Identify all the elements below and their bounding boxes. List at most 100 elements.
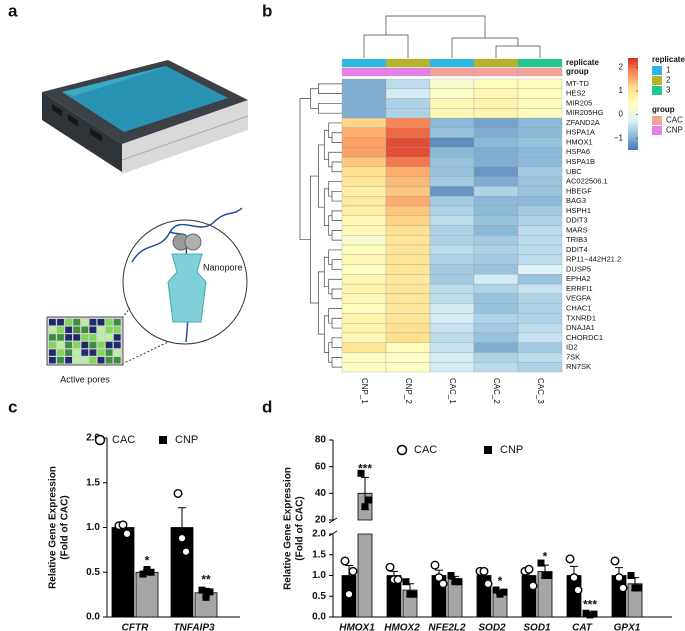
y-tick-label: 2.0 <box>86 433 100 444</box>
y-tick-label: 0.5 <box>312 591 326 602</box>
data-point <box>393 575 403 585</box>
heatmap-cell <box>429 323 475 334</box>
bar <box>537 570 553 618</box>
pore <box>65 319 72 326</box>
row-label: HSPA1B <box>566 157 595 166</box>
heatmap-cell <box>385 147 431 158</box>
heatmap-cell <box>473 108 519 119</box>
y-tick-label: 40 <box>315 488 327 499</box>
legend-label: CAC <box>112 434 135 446</box>
pore <box>97 341 105 349</box>
data-point <box>402 578 410 586</box>
legend-label: CAC <box>666 116 683 125</box>
heatmap-cell <box>341 215 387 226</box>
heatmap-cell <box>385 186 431 197</box>
y-tick-label: 0.0 <box>312 612 326 623</box>
heatmap-cell <box>517 332 563 343</box>
heatmap-cell <box>473 88 519 99</box>
error-bar <box>345 565 353 586</box>
legend-label: CNP <box>666 126 683 135</box>
heatmap-cell <box>385 215 431 226</box>
data-point <box>500 588 508 596</box>
heatmap-cell <box>385 176 431 187</box>
pore <box>113 341 121 349</box>
heatmap-cell <box>517 137 563 148</box>
pore <box>81 326 89 333</box>
heatmap-cell <box>517 283 563 295</box>
annotation-cell <box>473 58 519 68</box>
color-tick-label: 1 <box>619 86 624 95</box>
heatmap-cell <box>473 254 519 265</box>
x-tick-label: CAT <box>572 623 593 631</box>
heatmap-cell <box>385 323 431 334</box>
legend-marker <box>484 446 492 454</box>
heatmap-cell <box>473 196 519 207</box>
heatmap-cell <box>429 215 475 226</box>
x-tick-label: CFTR <box>122 623 149 631</box>
bar <box>194 592 218 618</box>
heatmap-cell <box>473 313 519 324</box>
data-point <box>496 590 504 598</box>
heatmap-cell <box>341 196 387 207</box>
heatmap-cell <box>473 293 519 304</box>
bar <box>627 583 643 618</box>
heatmap-cell <box>429 78 475 89</box>
heatmap-cell <box>385 264 431 275</box>
heatmap-cell <box>385 332 431 343</box>
y-tick-label: 1.5 <box>86 477 100 488</box>
data-point <box>447 572 455 579</box>
pore <box>81 341 89 349</box>
heatmap-cell <box>429 303 475 314</box>
data-point <box>479 566 489 576</box>
annotation-label: replicate <box>566 58 599 67</box>
x-tick-label: HMOX2 <box>384 623 420 631</box>
heatmap-cell <box>517 147 563 158</box>
data-point <box>348 566 358 576</box>
heatmap-cell <box>429 225 475 236</box>
row-label: DDIT3 <box>566 216 588 225</box>
heatmap-cell <box>385 303 431 314</box>
heatmap-cell <box>473 274 519 285</box>
heatmap-cell <box>473 362 519 373</box>
pore <box>65 334 72 341</box>
heatmap-cell <box>429 244 475 255</box>
data-point <box>365 496 373 504</box>
heatmap-cell <box>473 205 519 216</box>
pore <box>105 319 113 326</box>
row-label: ZFAND2A <box>566 118 600 127</box>
heatmap-cell <box>473 342 519 353</box>
heatmap-cell <box>341 98 387 109</box>
pore <box>105 334 113 341</box>
data-point <box>139 570 147 578</box>
pore <box>49 349 56 356</box>
nanopore-zoom: Nanopore <box>121 207 248 365</box>
pore <box>113 326 121 333</box>
y-tick-label: 1.0 <box>86 522 100 533</box>
color-bar <box>628 58 638 150</box>
heatmap-cell <box>473 264 519 275</box>
bar <box>357 492 373 618</box>
heatmap-cell <box>385 78 431 89</box>
heatmap-cell <box>341 362 387 373</box>
heatmap-cell <box>429 156 475 168</box>
annotation-cell <box>341 67 387 77</box>
data-point <box>147 568 155 576</box>
pore <box>89 326 97 333</box>
data-point <box>610 556 620 566</box>
heatmap-cell <box>429 235 475 246</box>
heatmap-cell <box>517 264 563 275</box>
heatmap-cell <box>473 332 519 343</box>
heatmap-cell <box>341 342 387 353</box>
row-label: MIR205 <box>566 98 592 107</box>
pore <box>113 349 121 356</box>
heatmap-cell <box>517 78 563 89</box>
bar <box>135 571 159 618</box>
data-point <box>528 581 538 591</box>
heatmap-cell <box>429 313 475 324</box>
row-label: TRIB3 <box>566 235 587 244</box>
data-point <box>451 578 459 586</box>
annotation-label: group <box>566 67 589 76</box>
row-label: CHAC1 <box>566 304 591 313</box>
pores-label: Active pores <box>60 374 110 384</box>
